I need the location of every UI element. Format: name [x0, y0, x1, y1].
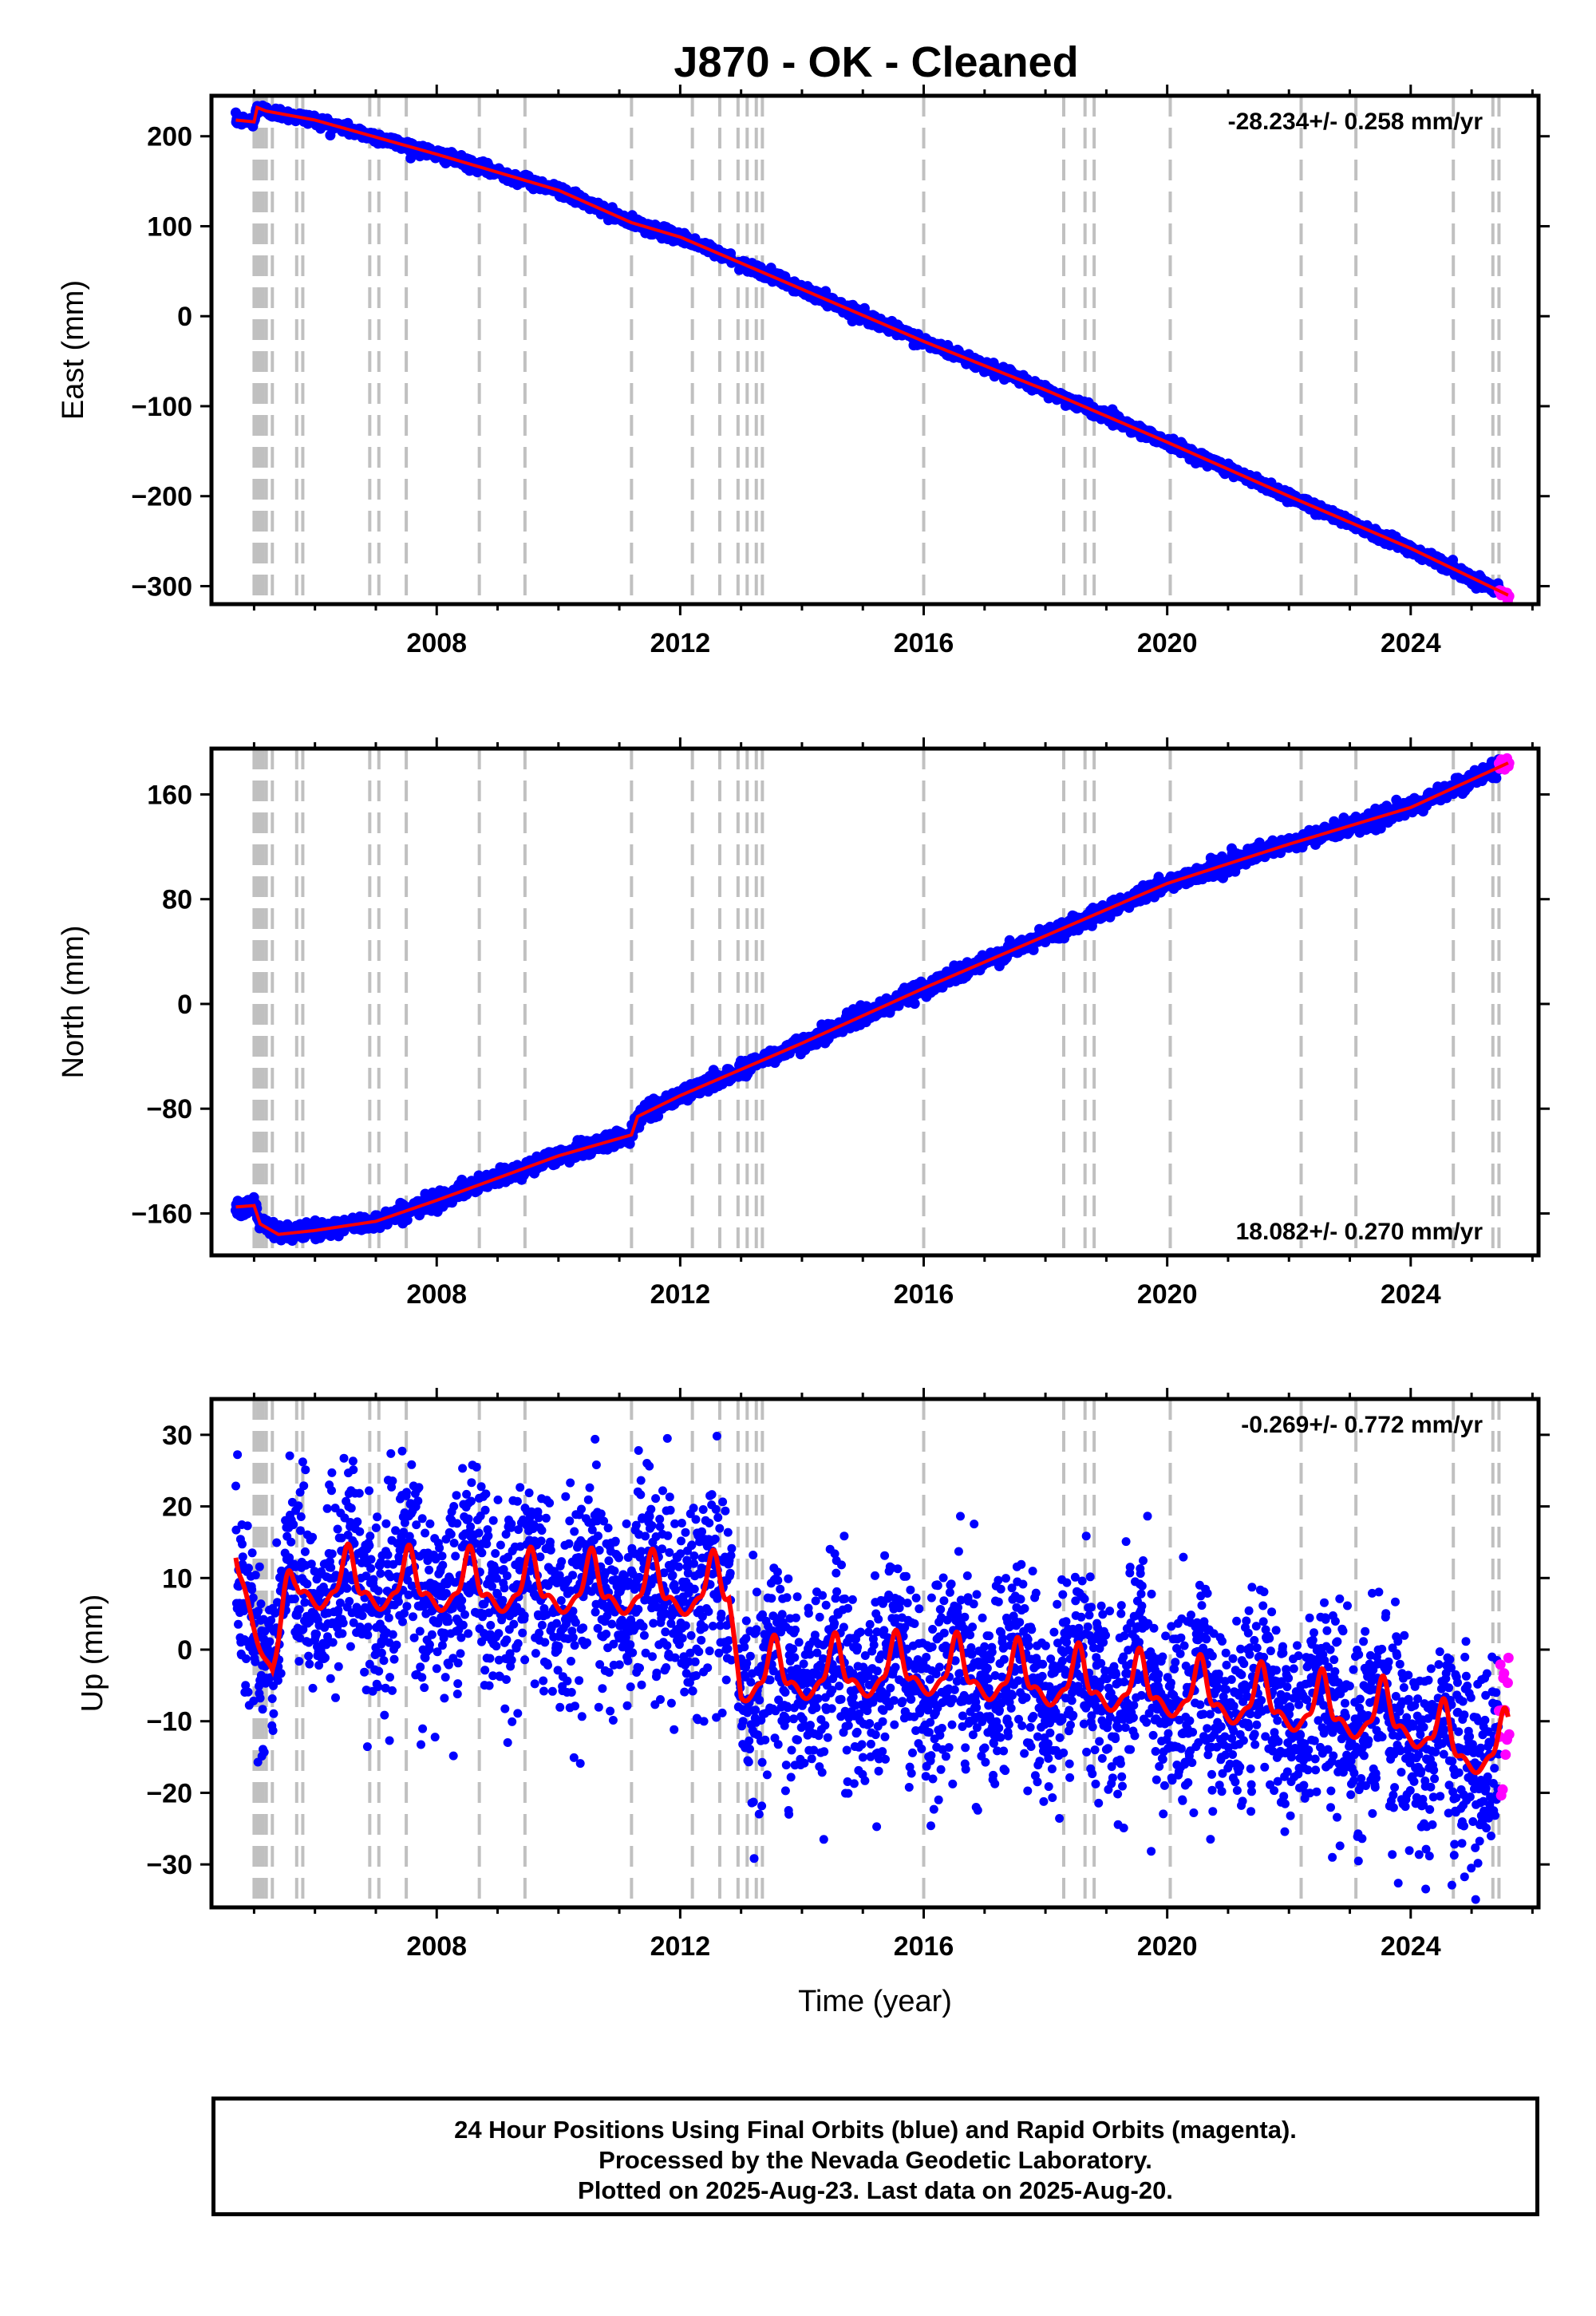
east-xtick-label: 2008: [406, 628, 467, 658]
east-ytick-label: 0: [177, 302, 192, 332]
east-final-orbit-points: [231, 101, 1504, 598]
north-final-orbit-points: [231, 754, 1504, 1246]
east-ytick-label: 200: [147, 122, 192, 152]
east-ylabel: East (mm): [57, 280, 90, 420]
east-ytick-label: −100: [131, 392, 192, 422]
east-equipment-change-lines: [252, 96, 1501, 604]
east-rate-label: -28.234+/- 0.258 mm/yr: [1228, 109, 1483, 135]
east-xtick-label: 2012: [650, 628, 711, 658]
north-data-point: [909, 998, 920, 1010]
east-xtick-label: 2016: [894, 628, 954, 658]
east-ytick-label: −200: [131, 482, 192, 512]
east-ytick-label: −300: [131, 571, 192, 602]
east-model-curve: [235, 105, 1509, 597]
east-xtick-label: 2024: [1381, 628, 1441, 658]
east-ytick-label: 100: [147, 211, 192, 242]
plot-title: J870 - OK - Cleaned: [674, 38, 1078, 86]
panel-east: 200 100 0 −100 −200 −300 2008 2012 2016 2020 2024 E…: [57, 85, 1550, 658]
east-xtick-label: 2020: [1137, 628, 1198, 658]
